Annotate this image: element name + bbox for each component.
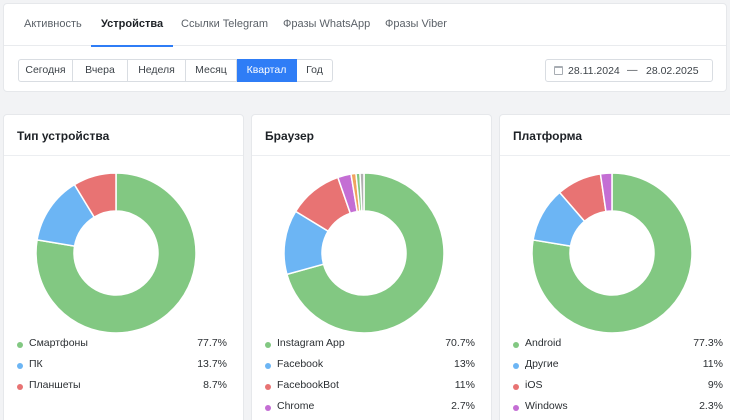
legend-label: Facebook bbox=[277, 358, 324, 370]
legend-dot-icon bbox=[265, 384, 271, 390]
legend-dot-icon bbox=[513, 405, 519, 411]
legend-dot-icon bbox=[513, 384, 519, 390]
legend-label: Instagram App bbox=[277, 337, 345, 349]
legend-dot-icon bbox=[513, 363, 519, 369]
filter-panel: Активность Устройства Ссылки Telegram Фр… bbox=[3, 3, 727, 92]
tab-bar: Активность Устройства Ссылки Telegram Фр… bbox=[4, 4, 726, 47]
legend-dot-icon bbox=[265, 342, 271, 348]
legend-value: 77.7% bbox=[197, 337, 227, 349]
legend-item[interactable]: Facebook 13% bbox=[265, 358, 475, 379]
legend-dot-icon bbox=[513, 342, 519, 348]
legend-label: Смартфоны bbox=[29, 337, 88, 349]
platform-donut-chart bbox=[531, 172, 693, 334]
legend-label: Планшеты bbox=[29, 379, 81, 391]
donut-slice[interactable] bbox=[531, 172, 693, 334]
legend-item[interactable]: iOS 9% bbox=[513, 379, 723, 400]
calendar-icon bbox=[554, 66, 563, 75]
tab-telegram-links[interactable]: Ссылки Telegram bbox=[181, 18, 269, 30]
device-type-card: Тип устройства Смартфоны 77.7% ПК 13.7% План… bbox=[3, 114, 244, 420]
browser-donut-chart bbox=[283, 172, 445, 334]
period-today-button[interactable]: Сегодня bbox=[18, 59, 73, 82]
legend-item[interactable]: Windows 2.3% bbox=[513, 400, 723, 420]
legend-value: 9% bbox=[707, 379, 723, 391]
donut-slice[interactable] bbox=[35, 172, 197, 334]
legend-value: 8.7% bbox=[203, 379, 227, 391]
period-quarter-button[interactable]: Квартал bbox=[237, 59, 297, 82]
tab-whatsapp-phrases[interactable]: Фразы WhatsApp bbox=[283, 18, 371, 30]
legend-dot-icon bbox=[17, 342, 23, 348]
legend-item[interactable]: Android 77.3% bbox=[513, 337, 723, 358]
legend-value: 13.7% bbox=[197, 358, 227, 370]
donut-slice[interactable] bbox=[285, 172, 445, 334]
divider bbox=[252, 155, 491, 156]
legend-value: 13% bbox=[453, 358, 475, 370]
donut-slice[interactable] bbox=[73, 172, 117, 219]
legend-value: 70.7% bbox=[445, 337, 475, 349]
legend-value: 77.3% bbox=[693, 337, 723, 349]
legend-value: 11% bbox=[454, 379, 475, 391]
legend-label: FacebookBot bbox=[277, 379, 339, 391]
legend-item[interactable]: ПК 13.7% bbox=[17, 358, 227, 379]
legend-item[interactable]: FacebookBot 11% bbox=[265, 379, 475, 400]
tab-devices[interactable]: Устройства bbox=[90, 4, 174, 47]
card-title: Тип устройства bbox=[17, 129, 110, 143]
legend-item[interactable]: Планшеты 8.7% bbox=[17, 379, 227, 400]
legend-item[interactable]: Другие 11% bbox=[513, 358, 723, 379]
legend-item[interactable]: Смартфоны 77.7% bbox=[17, 337, 227, 358]
legend-label: Chrome bbox=[277, 400, 315, 412]
legend-dot-icon bbox=[17, 384, 23, 390]
device-type-legend: Смартфоны 77.7% ПК 13.7% Планшеты 8.7% bbox=[17, 337, 227, 400]
card-title: Платформа bbox=[513, 129, 583, 143]
divider bbox=[4, 155, 243, 156]
tab-viber-phrases[interactable]: Фразы Viber bbox=[385, 18, 447, 30]
donut-slice[interactable] bbox=[359, 172, 365, 212]
legend-label: ПК bbox=[29, 358, 43, 370]
date-separator: — bbox=[627, 64, 638, 76]
period-month-button[interactable]: Месяц bbox=[186, 59, 237, 82]
donut-slice[interactable] bbox=[599, 172, 613, 213]
legend-label: Windows bbox=[525, 400, 568, 412]
legend-value: 11% bbox=[702, 358, 723, 370]
legend-item[interactable]: Instagram App 70.7% bbox=[265, 337, 475, 358]
legend-item[interactable]: Chrome 2.7% bbox=[265, 400, 475, 420]
tab-activity[interactable]: Активность bbox=[24, 18, 82, 30]
period-yesterday-button[interactable]: Вчера bbox=[73, 59, 128, 82]
period-year-button[interactable]: Год bbox=[297, 59, 333, 82]
date-range-picker[interactable]: 28.11.2024 — 28.02.2025 bbox=[545, 59, 713, 82]
card-title: Браузер bbox=[265, 129, 314, 143]
legend-label: iOS bbox=[525, 379, 543, 391]
period-selector: Сегодня Вчера Неделя Месяц Квартал Год bbox=[18, 59, 333, 82]
legend-dot-icon bbox=[265, 405, 271, 411]
browser-card: Браузер Instagram App 70.7% Facebook 13% Fac… bbox=[251, 114, 492, 420]
legend-value: 2.7% bbox=[451, 400, 475, 412]
date-from: 28.11.2024 bbox=[568, 65, 620, 77]
platform-legend: Android 77.3% Другие 11% iOS 9% Windows 2.3% bbox=[513, 337, 723, 420]
legend-label: Другие bbox=[525, 358, 559, 370]
divider bbox=[500, 155, 730, 156]
legend-dot-icon bbox=[265, 363, 271, 369]
legend-label: Android bbox=[525, 337, 562, 349]
legend-value: 2.3% bbox=[699, 400, 723, 412]
platform-card: Платформа Android 77.3% Другие 11% iOS 9% Wind… bbox=[499, 114, 730, 420]
period-week-button[interactable]: Неделя bbox=[128, 59, 186, 82]
browser-legend: Instagram App 70.7% Facebook 13% FacebookBot… bbox=[265, 337, 475, 420]
date-to: 28.02.2025 bbox=[646, 65, 699, 77]
legend-dot-icon bbox=[17, 363, 23, 369]
device-type-donut-chart bbox=[35, 172, 197, 334]
